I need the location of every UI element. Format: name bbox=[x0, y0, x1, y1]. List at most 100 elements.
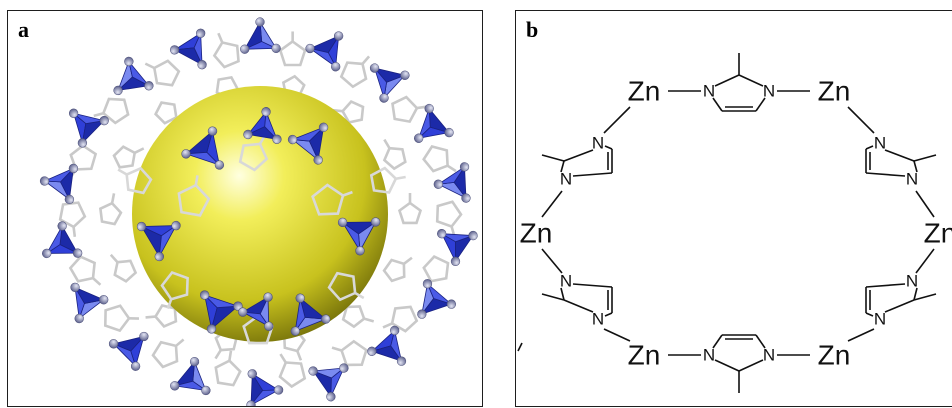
methyl-stub bbox=[175, 338, 185, 347]
nitrogen-node bbox=[247, 369, 257, 379]
imidazolate-ring bbox=[103, 304, 131, 333]
nitrogen-node bbox=[113, 85, 123, 96]
nitrogen-node bbox=[108, 339, 119, 349]
zn-tetrahedron bbox=[250, 372, 280, 406]
nitrogen-node bbox=[390, 325, 400, 336]
imidazolate-ring bbox=[327, 271, 357, 302]
nitrogen-atom: N bbox=[874, 134, 886, 153]
imidazolate-ring bbox=[278, 361, 307, 389]
zn-tetrahedron bbox=[373, 67, 407, 100]
nitrogen-node bbox=[437, 229, 447, 239]
bond-line bbox=[563, 149, 594, 162]
methyl-stub bbox=[134, 147, 145, 154]
bond-line bbox=[865, 172, 906, 177]
methyl-stub bbox=[214, 349, 222, 360]
nitrogen-atom: N bbox=[592, 310, 604, 329]
bond-line bbox=[541, 248, 563, 274]
imidazolate-ring bbox=[340, 339, 368, 367]
imidazolate-ring bbox=[112, 145, 137, 169]
panel-b-label: b bbox=[526, 17, 539, 42]
nitrogen-node bbox=[450, 256, 461, 266]
nitrogen-node bbox=[130, 361, 141, 371]
zn-tetrahedron bbox=[74, 286, 106, 320]
nitrogen-node bbox=[246, 400, 256, 406]
nitrogen-node bbox=[189, 357, 200, 367]
nitrogen-node bbox=[68, 108, 79, 118]
methyl-stub bbox=[354, 291, 365, 300]
zinc-atom-ml: Zn bbox=[520, 218, 553, 249]
zn-tetrahedron bbox=[173, 32, 203, 66]
nitrogen-node bbox=[321, 314, 331, 324]
nitrogen-node bbox=[144, 81, 154, 91]
zinc-atom-mr: Zn bbox=[924, 218, 952, 249]
imidazolate-ring bbox=[382, 258, 406, 283]
imidazolate-ring bbox=[382, 146, 407, 171]
bond-line bbox=[563, 299, 594, 313]
imidazolate-ring bbox=[311, 183, 345, 216]
ring-schematic-drawing: Zn Zn Zn Zn Zn Zn N N N N N N N N N N N N bbox=[517, 53, 952, 393]
methyl-stub bbox=[144, 62, 155, 70]
methyl-bond bbox=[913, 154, 937, 162]
zn-tetrahedron bbox=[294, 297, 327, 332]
nitrogen-atom: N bbox=[703, 346, 715, 365]
methyl-bond bbox=[913, 293, 937, 301]
methyl-stub bbox=[217, 32, 224, 44]
nitrogen-node bbox=[139, 331, 149, 342]
imidazolate-ring bbox=[101, 97, 130, 125]
bond-line bbox=[603, 328, 631, 342]
nitrogen-node bbox=[197, 60, 207, 70]
bond-line bbox=[884, 299, 915, 313]
nitrogen-node bbox=[318, 122, 329, 132]
stray-mark bbox=[517, 342, 523, 352]
zn-tetrahedron bbox=[420, 282, 453, 315]
bond-line bbox=[572, 283, 613, 288]
methyl-stub bbox=[363, 317, 375, 323]
bond-line bbox=[541, 190, 563, 218]
nitrogen-node bbox=[459, 162, 470, 172]
nitrogen-node bbox=[396, 356, 407, 366]
zn-tetrahedron bbox=[203, 293, 240, 331]
imidazolate-ring bbox=[339, 61, 368, 89]
zinc-atom-tr: Zn bbox=[818, 76, 851, 107]
zn-tetrahedron bbox=[341, 221, 377, 253]
bond-line bbox=[603, 106, 631, 134]
nitrogen-node bbox=[206, 324, 217, 334]
nitrogen-node bbox=[263, 292, 273, 302]
nitrogen-node bbox=[379, 93, 389, 103]
back-tetrahedra-layer bbox=[43, 20, 475, 406]
bond-line bbox=[604, 312, 613, 317]
zn-tetrahedron bbox=[246, 110, 279, 140]
nitrogen-node bbox=[99, 115, 109, 126]
nitrogen-node bbox=[333, 31, 344, 41]
panel-a-cage-structure: a bbox=[7, 10, 483, 407]
imidazolate-ring bbox=[152, 59, 181, 87]
zn-tetrahedron bbox=[436, 165, 467, 200]
nitrogen-node bbox=[181, 149, 191, 159]
imidazolate-ring bbox=[391, 95, 419, 124]
bond-line bbox=[865, 312, 874, 317]
bond-line bbox=[755, 97, 766, 112]
zn-tetrahedron bbox=[370, 329, 403, 362]
nitrogen-node bbox=[64, 194, 75, 205]
nitrogen-node bbox=[444, 127, 454, 138]
bond-line bbox=[714, 74, 740, 87]
imidazolate-ring bbox=[160, 270, 189, 301]
zinc-atom-br: Zn bbox=[818, 340, 851, 371]
methyl-stub bbox=[446, 164, 457, 173]
imidazolate-ring bbox=[422, 255, 450, 283]
nitrogen-node bbox=[243, 129, 253, 140]
nitrogen-node bbox=[238, 307, 248, 317]
nitrogen-node bbox=[339, 363, 349, 373]
bond-line bbox=[913, 160, 918, 173]
node-layer bbox=[39, 17, 478, 406]
nitrogen-atom: N bbox=[906, 170, 918, 189]
nitrogen-node bbox=[313, 155, 323, 165]
nitrogen-node bbox=[305, 43, 315, 54]
bond-line bbox=[714, 359, 740, 372]
nitrogen-node bbox=[273, 385, 284, 395]
nitrogen-atom: N bbox=[906, 272, 918, 291]
imidazolate-ring bbox=[435, 200, 463, 229]
imidazolate-ring bbox=[390, 305, 419, 333]
nitrogen-node bbox=[370, 217, 381, 227]
cage-structure-drawing bbox=[39, 17, 478, 406]
